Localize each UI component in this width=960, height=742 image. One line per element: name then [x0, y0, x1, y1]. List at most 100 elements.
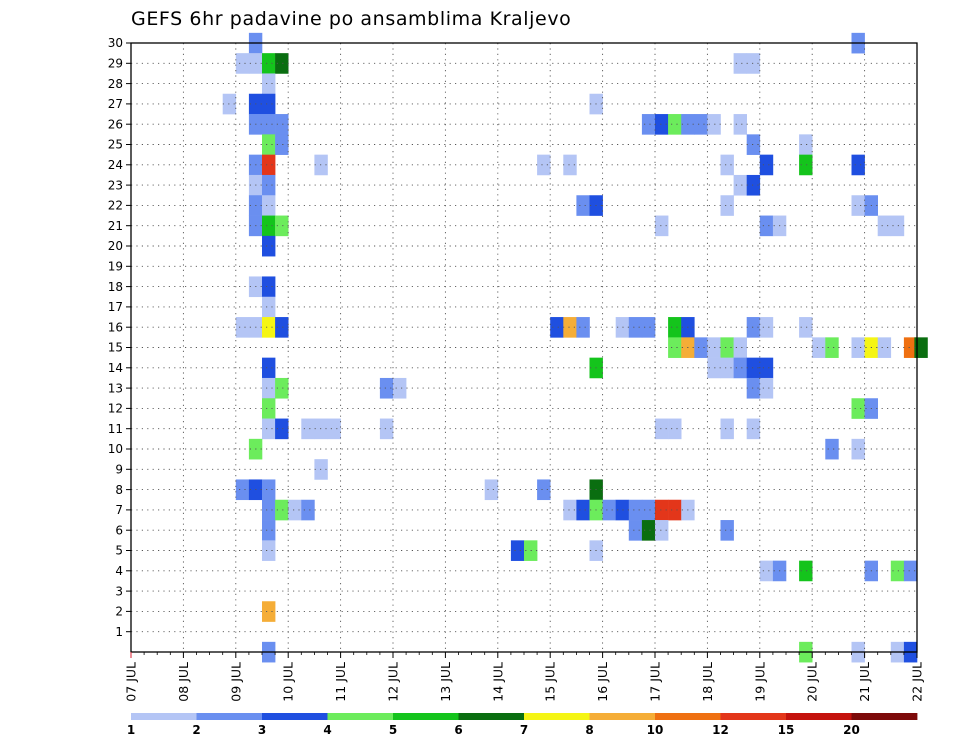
- heatmap-cell: [262, 520, 276, 541]
- heatmap-cell: [275, 134, 289, 155]
- heatmap-cell: [903, 337, 918, 358]
- heatmap-cell: [262, 398, 276, 419]
- heatmap-cells: [222, 32, 928, 663]
- heatmap-cell: [668, 418, 682, 440]
- y-tick-label: 2: [115, 605, 123, 619]
- heatmap-cell: [537, 154, 551, 176]
- color-legend: 1 2 3 4 5 6 7 8 10 12 15 20: [127, 713, 918, 737]
- x-tick-label: 21 JUL: [857, 662, 872, 702]
- heatmap-cell: [707, 114, 721, 135]
- heatmap-cell: [393, 377, 407, 399]
- heatmap-cell: [668, 337, 682, 358]
- heatmap-cell: [733, 357, 747, 379]
- heatmap-cell: [799, 134, 813, 155]
- y-tick-label: 18: [108, 280, 123, 294]
- heatmap-cell: [655, 499, 669, 521]
- y-tick-label: 25: [108, 138, 123, 152]
- heatmap-cell: [602, 499, 616, 521]
- legend-swatch: [131, 713, 197, 720]
- heatmap-cell: [576, 317, 590, 338]
- heatmap-cell: [379, 377, 394, 399]
- heatmap-cell: [262, 53, 276, 74]
- legend-label: 2: [192, 723, 200, 737]
- y-tick-label: 28: [108, 77, 123, 91]
- y-tick-label: 4: [115, 564, 123, 578]
- legend-label: 15: [778, 723, 795, 737]
- heatmap-cell: [720, 520, 734, 541]
- heatmap-cell: [720, 357, 734, 379]
- heatmap-cell: [799, 317, 813, 338]
- heatmap-cell: [275, 114, 289, 135]
- heatmap-cell: [733, 174, 747, 196]
- heatmap-cell: [759, 317, 774, 338]
- heatmap-cell: [746, 377, 761, 399]
- heatmap-cell: [825, 438, 839, 460]
- heatmap-cell: [563, 499, 577, 521]
- heatmap-cell: [759, 560, 774, 582]
- y-axis-ticks: 1234567891011121314151617181920212223242…: [108, 36, 131, 639]
- heatmap-cell: [327, 418, 341, 440]
- legend-swatch: [327, 713, 394, 720]
- heatmap-cell: [759, 154, 774, 176]
- heatmap-cell: [628, 520, 643, 541]
- heatmap-cell: [746, 134, 761, 155]
- heatmap-cell: [262, 317, 276, 338]
- heatmap-cell: [550, 317, 564, 338]
- heatmap-cell: [262, 296, 276, 318]
- heatmap-cell: [563, 154, 577, 176]
- heatmap-cell: [262, 114, 276, 135]
- heatmap-cell: [262, 601, 276, 622]
- heatmap-cell: [851, 398, 865, 419]
- legend-swatch: [524, 713, 590, 720]
- x-tick-label: 08 JUL: [176, 662, 191, 702]
- heatmap-cell: [733, 53, 747, 74]
- heatmap-cell: [262, 73, 276, 95]
- heatmap-cell: [262, 235, 276, 257]
- y-tick-label: 13: [108, 381, 123, 395]
- x-tick-label: 19 JUL: [752, 662, 767, 702]
- legend-swatch: [196, 713, 263, 720]
- heatmap-cell: [262, 479, 276, 501]
- heatmap-cell: [825, 337, 839, 358]
- heatmap-cell: [275, 499, 289, 521]
- x-tick-label: 22 JUL: [910, 662, 925, 702]
- heatmap-cell: [655, 418, 669, 440]
- heatmap-cell: [890, 560, 905, 582]
- legend-label: 5: [389, 723, 397, 737]
- heatmap-cell: [262, 195, 276, 216]
- heatmap-cell: [759, 215, 774, 237]
- heatmap-cell: [641, 317, 656, 338]
- heatmap-cell: [668, 499, 682, 521]
- legend-swatch: [262, 713, 328, 720]
- legend-swatch: [589, 713, 656, 720]
- x-tick-label: 16 JUL: [595, 662, 610, 702]
- x-tick-label: 14 JUL: [490, 662, 505, 702]
- heatmap-cell: [903, 560, 918, 582]
- heatmap-cell: [733, 337, 747, 358]
- x-tick-label: 11 JUL: [333, 662, 348, 702]
- heatmap-cell: [720, 154, 734, 176]
- heatmap-cell: [510, 540, 525, 561]
- y-tick-label: 23: [108, 178, 123, 192]
- heatmap-cell: [655, 520, 669, 541]
- heatmap-cell: [537, 479, 551, 501]
- y-tick-label: 10: [108, 442, 123, 456]
- heatmap-cell: [668, 114, 682, 135]
- heatmap-cell: [262, 215, 276, 237]
- heatmap-cell: [720, 337, 734, 358]
- heatmap-cell: [275, 377, 289, 399]
- heatmap-cell: [235, 317, 250, 338]
- heatmap-cell: [759, 377, 774, 399]
- y-tick-label: 20: [108, 239, 123, 253]
- legend-label: 8: [585, 723, 593, 737]
- x-tick-label: 15 JUL: [543, 662, 558, 702]
- heatmap-cell: [720, 418, 734, 440]
- y-tick-label: 16: [108, 320, 123, 334]
- y-tick-label: 24: [108, 158, 123, 172]
- heatmap-cell: [746, 418, 761, 440]
- x-tick-label: 20 JUL: [805, 662, 820, 702]
- heatmap-cell: [262, 540, 276, 561]
- heatmap-cell: [275, 53, 289, 74]
- heatmap-cell: [655, 114, 669, 135]
- heatmap-cell: [379, 418, 394, 440]
